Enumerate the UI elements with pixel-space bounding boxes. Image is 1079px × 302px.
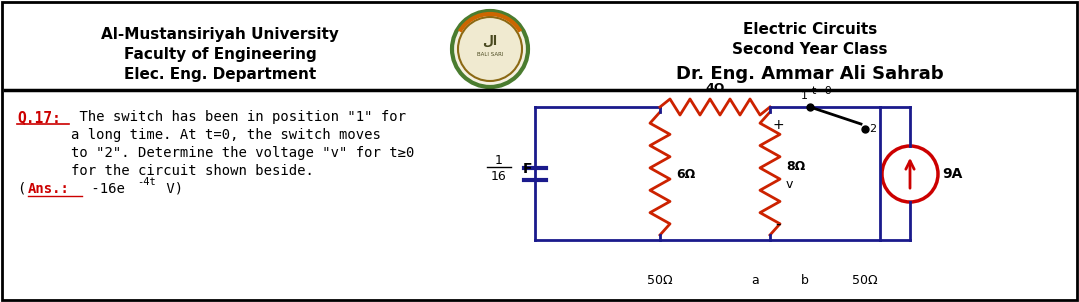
Text: F: F — [523, 162, 533, 176]
Text: 50Ω: 50Ω — [852, 274, 878, 287]
Text: 1: 1 — [495, 153, 503, 166]
Text: 9A: 9A — [942, 167, 962, 181]
Circle shape — [452, 11, 528, 87]
Circle shape — [882, 146, 938, 202]
Text: V): V) — [158, 182, 183, 196]
Text: for the circuit shown beside.: for the circuit shown beside. — [71, 164, 314, 178]
Text: 2: 2 — [870, 124, 876, 134]
Circle shape — [457, 17, 522, 81]
Text: v: v — [786, 178, 793, 191]
Text: b: b — [801, 274, 809, 287]
Text: +: + — [773, 118, 783, 132]
Text: لا: لا — [482, 34, 497, 47]
Text: Dr. Eng. Ammar Ali Sahrab: Dr. Eng. Ammar Ali Sahrab — [677, 65, 944, 83]
Text: 16: 16 — [491, 171, 507, 184]
Text: -4t: -4t — [137, 177, 155, 187]
Text: BALI SARI: BALI SARI — [477, 52, 503, 56]
Text: (: ( — [17, 182, 26, 196]
Text: Second Year Class: Second Year Class — [733, 43, 888, 57]
Text: t=0: t=0 — [812, 86, 833, 96]
Text: -16e: -16e — [83, 182, 125, 196]
Text: 4Ω: 4Ω — [706, 82, 725, 95]
Text: -: - — [775, 217, 781, 232]
Text: Electric Circuits: Electric Circuits — [742, 23, 877, 37]
Text: Ans.:: Ans.: — [28, 182, 70, 196]
Text: a long time. At t=0, the switch moves: a long time. At t=0, the switch moves — [71, 128, 381, 142]
Text: Al-Mustansiriyah University: Al-Mustansiriyah University — [101, 27, 339, 41]
Text: to "2". Determine the voltage "v" for t≥0: to "2". Determine the voltage "v" for t≥… — [71, 146, 414, 160]
Text: 8Ω: 8Ω — [786, 159, 805, 172]
Text: Elec. Eng. Department: Elec. Eng. Department — [124, 66, 316, 82]
Text: 1: 1 — [801, 91, 807, 101]
Text: Faculty of Engineering: Faculty of Engineering — [124, 47, 316, 62]
Text: 6Ω: 6Ω — [677, 168, 695, 181]
Text: 50Ω: 50Ω — [647, 274, 673, 287]
Text: a: a — [751, 274, 759, 287]
Text: Q.17:: Q.17: — [17, 110, 60, 125]
Text: The switch has been in position "1" for: The switch has been in position "1" for — [71, 110, 406, 124]
